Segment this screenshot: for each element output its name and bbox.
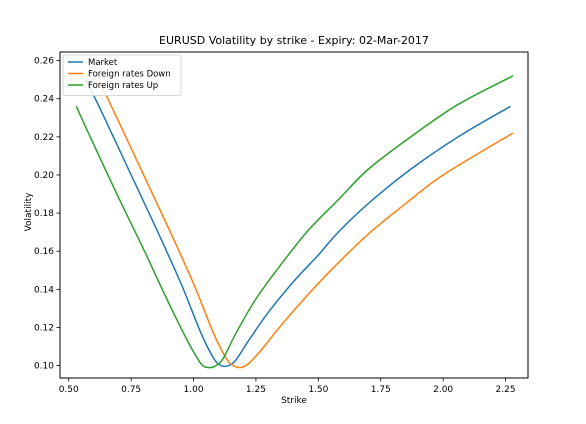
x-tick-label: 1.50 [308, 385, 328, 395]
x-tick-label: 0.50 [59, 385, 79, 395]
y-tick-label: 0.18 [34, 209, 54, 219]
x-tick-label: 2.00 [433, 385, 453, 395]
legend-label-foreign-rates-up: Foreign rates Up [88, 81, 158, 91]
x-tick-label: 1.75 [371, 385, 391, 395]
y-tick-label: 0.22 [34, 133, 54, 143]
x-tick-label: 1.25 [246, 385, 266, 395]
y-tick-label: 0.24 [34, 95, 54, 105]
y-tick-label: 0.16 [34, 247, 54, 257]
y-tick-label: 0.20 [34, 171, 54, 181]
y-tick-label: 0.14 [34, 285, 54, 295]
legend-label-foreign-rates-down: Foreign rates Down [88, 70, 171, 80]
chart-title: EURUSD Volatility by strike - Expiry: 02… [159, 34, 429, 47]
y-tick-label: 0.10 [34, 362, 54, 372]
x-tick-label: 1.00 [184, 385, 204, 395]
y-axis-label: Volatility [24, 192, 34, 232]
x-tick-label: 2.25 [496, 385, 516, 395]
x-axis-label: Strike [281, 396, 307, 406]
legend-label-market: Market [88, 58, 118, 68]
y-tick-label: 0.26 [34, 57, 54, 67]
x-tick-label: 0.75 [121, 385, 141, 395]
y-tick-label: 0.12 [34, 323, 54, 333]
